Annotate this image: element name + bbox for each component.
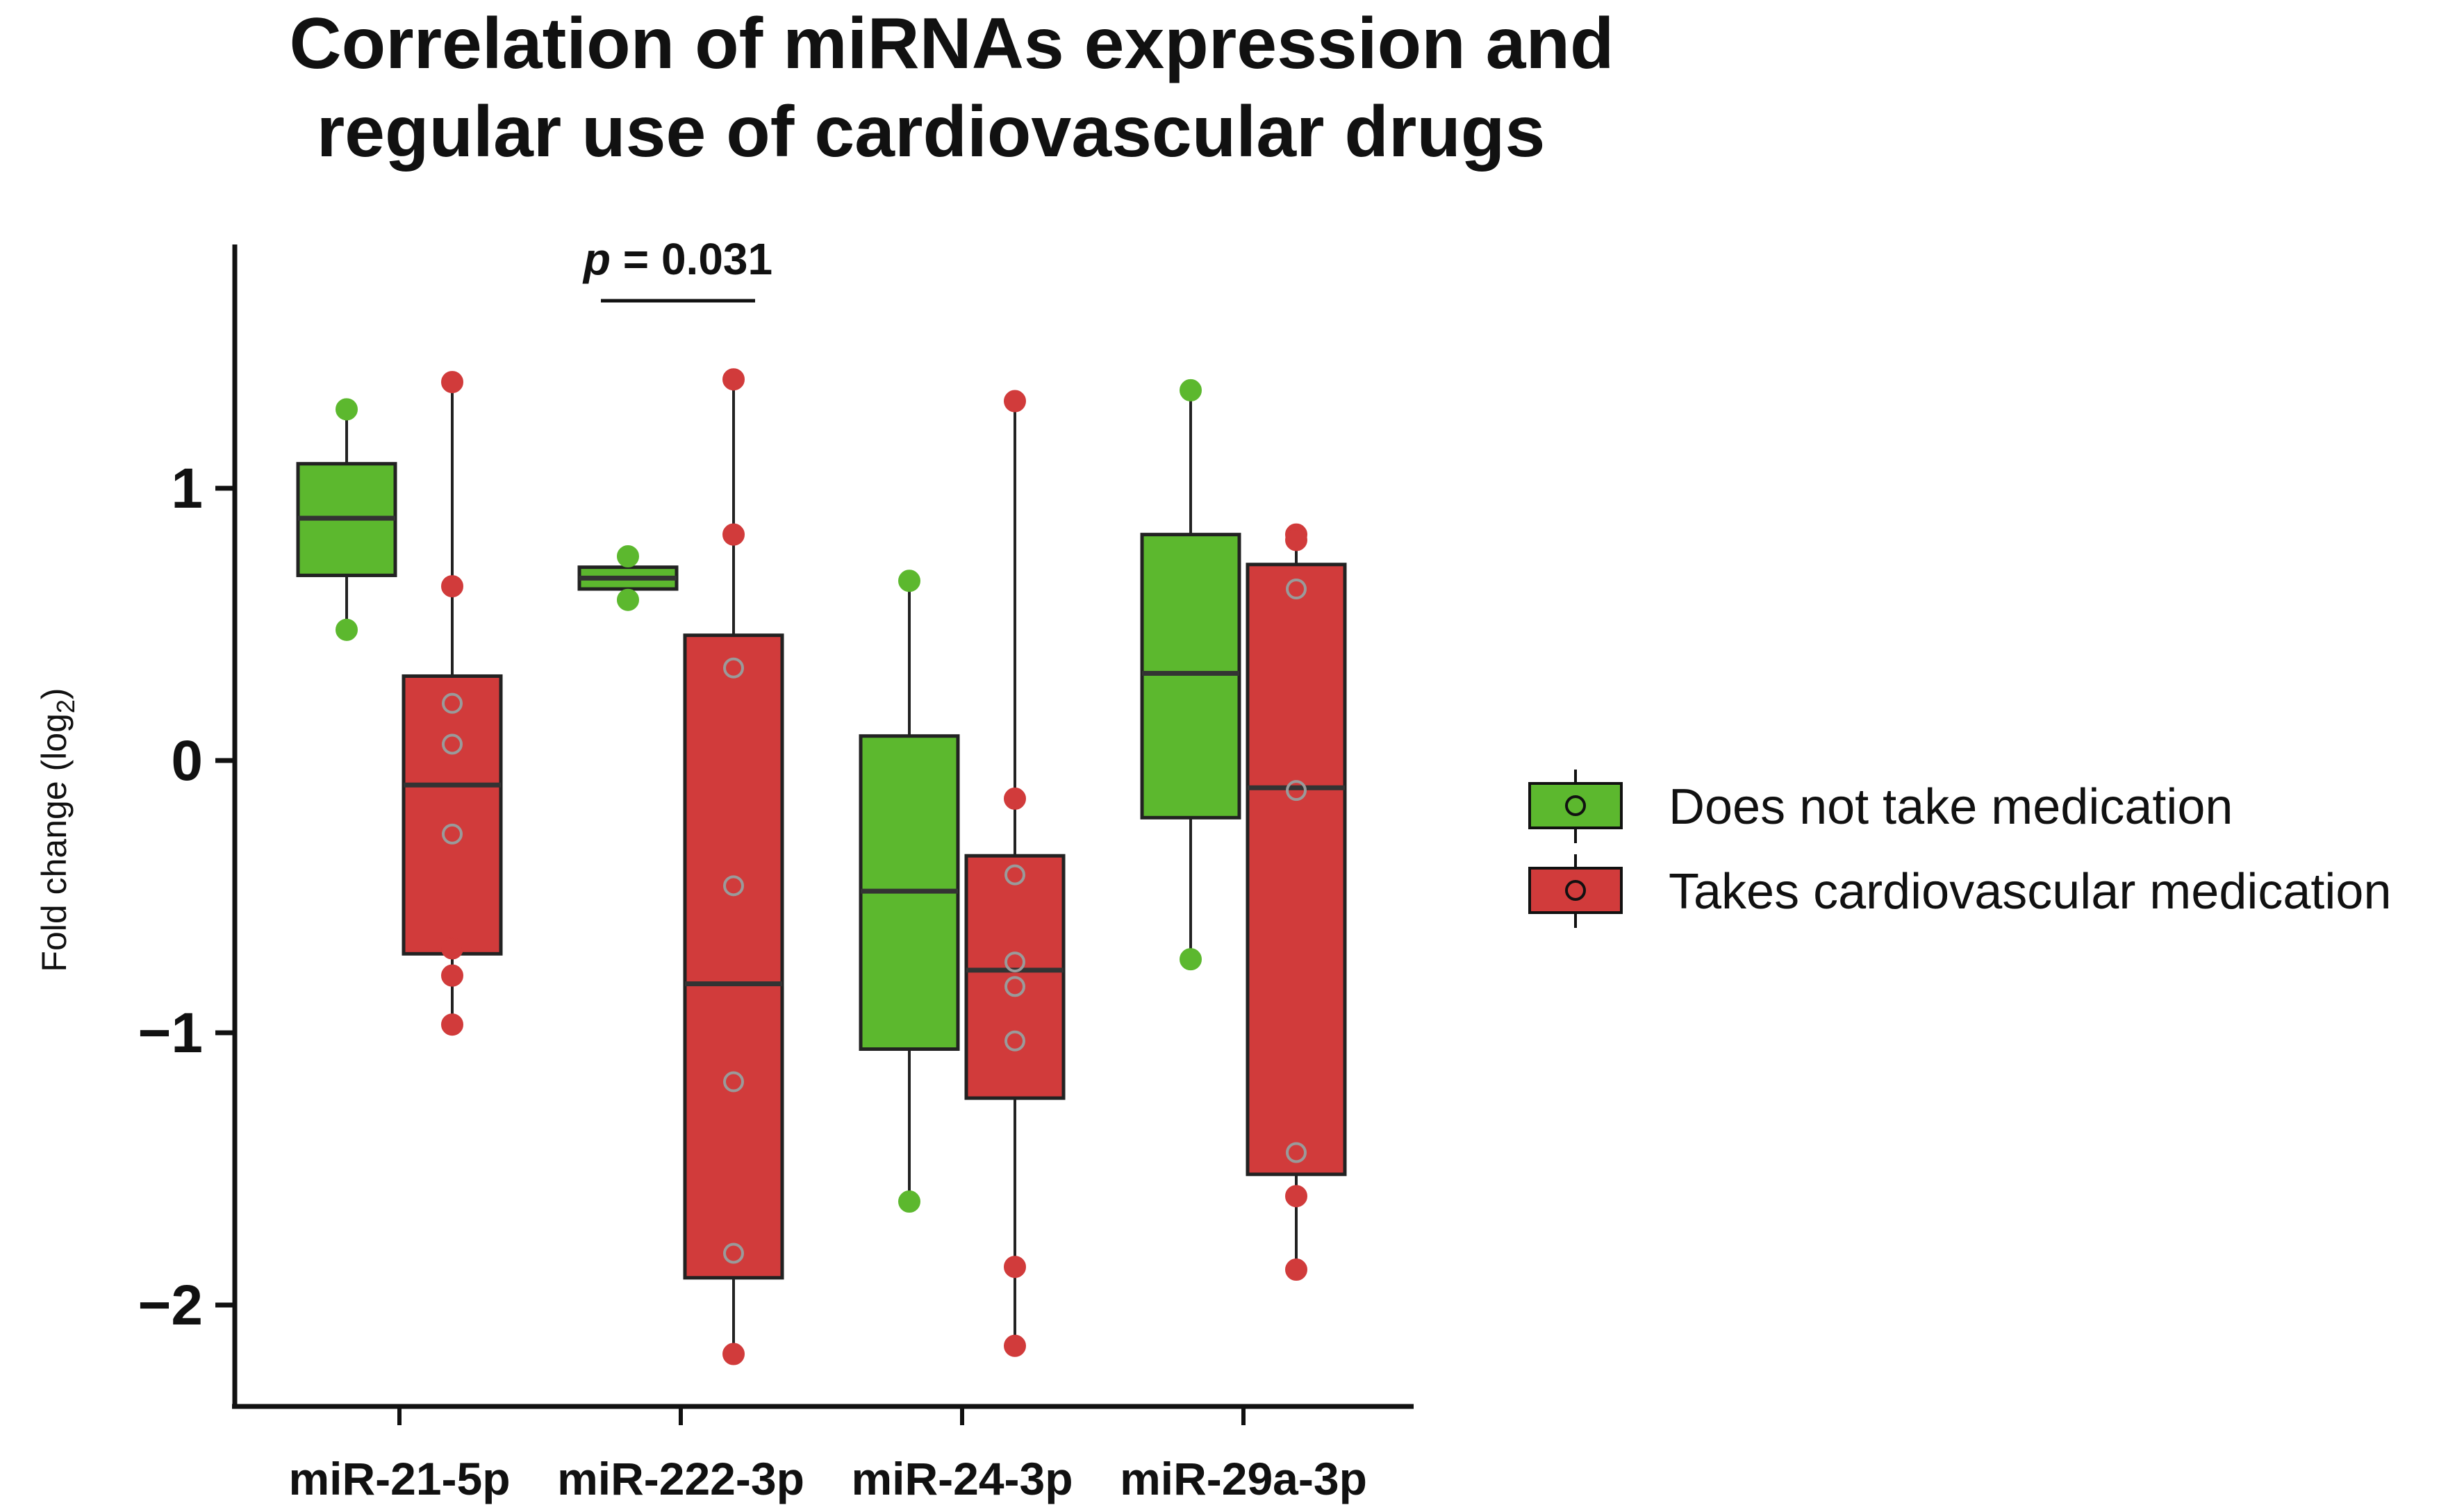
box-cv-med-miR-222-3p <box>683 633 784 1280</box>
point-no-med-miR-24-3p-0 <box>898 570 920 592</box>
p-value-label: p = 0.031 <box>582 234 772 284</box>
x-tick-label-miR-24-3p: miR-24-3p <box>851 1453 1073 1504</box>
point-cv-med-miR-21-5p-4 <box>442 823 463 845</box>
point-cv-med-miR-29a-3p-2 <box>1286 579 1307 600</box>
point-no-med-miR-29a-3p-0 <box>1180 379 1202 401</box>
point-cv-med-miR-29a-3p-5 <box>1285 1185 1307 1208</box>
point-cv-med-miR-24-3p-5 <box>1004 1030 1025 1052</box>
legend: Does not take medication Takes cardiovas… <box>1528 770 2391 928</box>
point-no-med-miR-29a-3p-1 <box>1180 948 1202 971</box>
y-tick-label-0: 1 <box>171 457 203 520</box>
point-no-med-miR-222-3p-0 <box>617 545 639 567</box>
legend-swatch-red <box>1528 867 1623 914</box>
point-cv-med-miR-21-5p-1 <box>441 575 463 598</box>
point-cv-med-miR-21-5p-7 <box>441 1013 463 1036</box>
point-cv-med-miR-222-3p-3 <box>723 875 744 897</box>
chart-title-line-2: regular use of cardiovascular drugs <box>317 92 1546 172</box>
point-no-med-miR-24-3p-1 <box>898 1190 920 1213</box>
point-cv-med-miR-24-3p-0 <box>1004 390 1026 413</box>
box-cv-med-miR-21-5p <box>402 674 503 956</box>
chart-title-line-1: Correlation of miRNAs expression and <box>289 3 1614 84</box>
x-ticks: miR-21-5p miR-222-3p miR-24-3p miR-29a-3p <box>288 1406 1367 1504</box>
box-cv-med-miR-29a-3p <box>1246 563 1347 1177</box>
legend-marker-green <box>1565 795 1586 816</box>
y-axis-label-close: ) <box>35 688 74 699</box>
y-axis-label-subscript: 2 <box>51 699 80 713</box>
y-axis-label: Fold change (log2) <box>35 688 80 972</box>
point-cv-med-miR-24-3p-6 <box>1004 1256 1026 1279</box>
point-no-med-miR-21-5p-1 <box>336 618 358 641</box>
point-no-med-miR-21-5p-0 <box>336 398 358 421</box>
x-tick-label-miR-29a-3p: miR-29a-3p <box>1120 1453 1367 1504</box>
point-cv-med-miR-21-5p-2 <box>442 692 463 714</box>
point-cv-med-miR-24-3p-3 <box>1004 952 1025 973</box>
point-cv-med-miR-29a-3p-4 <box>1286 1142 1307 1163</box>
significance-annotation: p = 0.031 <box>582 234 772 303</box>
point-cv-med-miR-29a-3p-6 <box>1285 1258 1307 1281</box>
legend-label-cardiovascular-medication: Takes cardiovascular medication <box>1669 864 2391 920</box>
point-cv-med-miR-24-3p-2 <box>1004 864 1025 886</box>
legend-swatch-green <box>1528 782 1623 829</box>
y-tick-label-2: −1 <box>138 1002 204 1065</box>
legend-label-no-medication: Does not take medication <box>1669 779 2233 835</box>
point-cv-med-miR-24-3p-1 <box>1004 787 1026 810</box>
legend-item-cardiovascular-medication: Takes cardiovascular medication <box>1528 854 2391 928</box>
point-cv-med-miR-24-3p-7 <box>1004 1334 1026 1357</box>
point-cv-med-miR-222-3p-2 <box>723 657 744 679</box>
y-tick-label-3: −2 <box>138 1274 204 1337</box>
point-cv-med-miR-222-3p-1 <box>722 523 745 546</box>
point-cv-med-miR-222-3p-0 <box>722 368 745 391</box>
point-cv-med-miR-29a-3p-1 <box>1285 529 1307 551</box>
point-cv-med-miR-222-3p-6 <box>722 1343 745 1365</box>
x-tick-label-miR-21-5p: miR-21-5p <box>288 1453 510 1504</box>
y-tick-label-1: 0 <box>171 729 203 792</box>
box-no-med-miR-29a-3p <box>1140 533 1241 820</box>
legend-marker-red <box>1565 880 1586 901</box>
point-cv-med-miR-21-5p-6 <box>441 964 463 987</box>
point-cv-med-miR-29a-3p-3 <box>1286 780 1307 801</box>
y-axis-label-main: Fold change (log <box>35 713 74 972</box>
x-tick-label-miR-222-3p: miR-222-3p <box>557 1453 804 1504</box>
p-symbol: p <box>582 234 611 284</box>
point-no-med-miR-222-3p-1 <box>617 588 639 611</box>
point-cv-med-miR-21-5p-3 <box>442 733 463 755</box>
boxes <box>296 379 1347 1354</box>
data-points <box>336 368 1307 1365</box>
point-cv-med-miR-24-3p-4 <box>1004 976 1025 997</box>
y-ticks: 1 0 −1 −2 <box>138 457 235 1337</box>
point-cv-med-miR-21-5p-0 <box>441 371 463 394</box>
point-cv-med-miR-222-3p-5 <box>723 1243 744 1264</box>
point-cv-med-miR-21-5p-5 <box>441 937 463 960</box>
point-cv-med-miR-222-3p-4 <box>723 1071 744 1093</box>
p-value-text: = 0.031 <box>611 234 772 284</box>
legend-item-no-medication: Does not take medication <box>1528 770 2233 843</box>
